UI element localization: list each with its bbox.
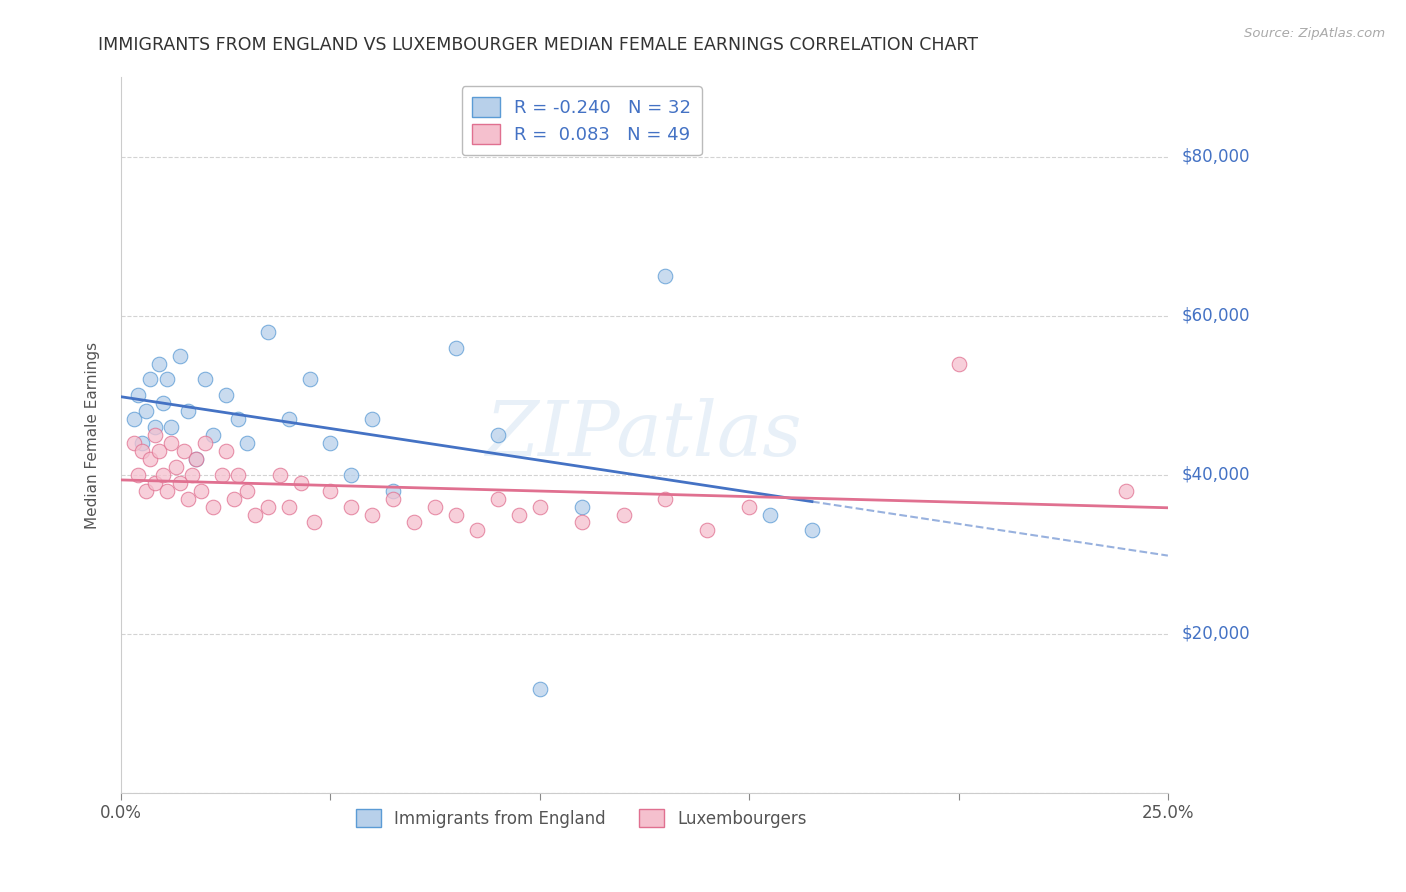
Point (202, 428, 225, 442)
Point (759, 508, 782, 522)
Point (269, 467, 291, 482)
Point (486, 428, 509, 442)
Point (738, 500, 761, 514)
Text: $80,000: $80,000 (1182, 148, 1250, 166)
Point (319, 483, 342, 498)
Point (215, 388, 238, 402)
Point (127, 467, 149, 482)
Text: Source: ZipAtlas.com: Source: ZipAtlas.com (1244, 27, 1385, 40)
Point (173, 444, 195, 458)
Point (131, 436, 153, 450)
Point (131, 444, 153, 458)
Point (186, 451, 208, 466)
Point (256, 325, 278, 339)
Point (152, 396, 174, 410)
Point (382, 491, 405, 506)
Point (444, 341, 467, 355)
Point (156, 372, 179, 386)
Point (152, 467, 174, 482)
Point (340, 500, 363, 514)
Legend: Immigrants from England, Luxembourgers: Immigrants from England, Luxembourgers (350, 803, 814, 834)
Point (181, 467, 204, 482)
Point (1115, 483, 1137, 498)
Point (177, 491, 200, 506)
Point (224, 491, 246, 506)
Text: $40,000: $40,000 (1182, 466, 1250, 483)
Point (243, 508, 266, 522)
Point (160, 420, 183, 434)
Y-axis label: Median Female Earnings: Median Female Earnings (86, 342, 100, 529)
Point (277, 412, 299, 426)
Point (135, 483, 157, 498)
Text: IMMIGRANTS FROM ENGLAND VS LUXEMBOURGER MEDIAN FEMALE EARNINGS CORRELATION CHART: IMMIGRANTS FROM ENGLAND VS LUXEMBOURGER … (98, 36, 979, 54)
Point (177, 404, 200, 418)
Text: $60,000: $60,000 (1182, 307, 1250, 325)
Point (194, 436, 217, 450)
Point (194, 372, 217, 386)
Point (202, 500, 225, 514)
Point (165, 459, 187, 474)
Point (135, 404, 157, 418)
Point (127, 388, 149, 402)
Point (215, 444, 238, 458)
Point (148, 444, 170, 458)
Point (486, 491, 509, 506)
Point (143, 475, 166, 490)
Point (613, 508, 636, 522)
Point (654, 491, 676, 506)
Point (256, 500, 278, 514)
Point (143, 428, 166, 442)
Point (404, 516, 426, 530)
Point (143, 420, 166, 434)
Point (148, 357, 170, 371)
Point (235, 436, 257, 450)
Text: $20,000: $20,000 (1182, 624, 1250, 643)
Point (122, 436, 145, 450)
Point (139, 451, 162, 466)
Point (319, 436, 342, 450)
Point (948, 357, 970, 371)
Point (139, 372, 162, 386)
Point (465, 524, 488, 538)
Point (444, 508, 467, 522)
Point (156, 483, 179, 498)
Point (298, 372, 321, 386)
Point (169, 349, 191, 363)
Point (211, 467, 233, 482)
Point (228, 467, 250, 482)
Point (361, 508, 384, 522)
Point (654, 269, 676, 284)
Point (228, 412, 250, 426)
Point (425, 500, 447, 514)
Point (277, 500, 299, 514)
Point (529, 682, 551, 697)
Text: ZIPatlas: ZIPatlas (486, 398, 803, 472)
Point (571, 516, 593, 530)
Point (361, 412, 384, 426)
Point (190, 483, 212, 498)
Point (382, 483, 405, 498)
Point (508, 508, 530, 522)
Point (571, 500, 593, 514)
Point (160, 436, 183, 450)
Point (169, 475, 191, 490)
Point (235, 483, 257, 498)
Point (290, 475, 312, 490)
Point (122, 412, 145, 426)
Point (186, 451, 208, 466)
Point (302, 516, 325, 530)
Point (696, 524, 718, 538)
Point (801, 524, 824, 538)
Point (340, 467, 363, 482)
Point (529, 500, 551, 514)
